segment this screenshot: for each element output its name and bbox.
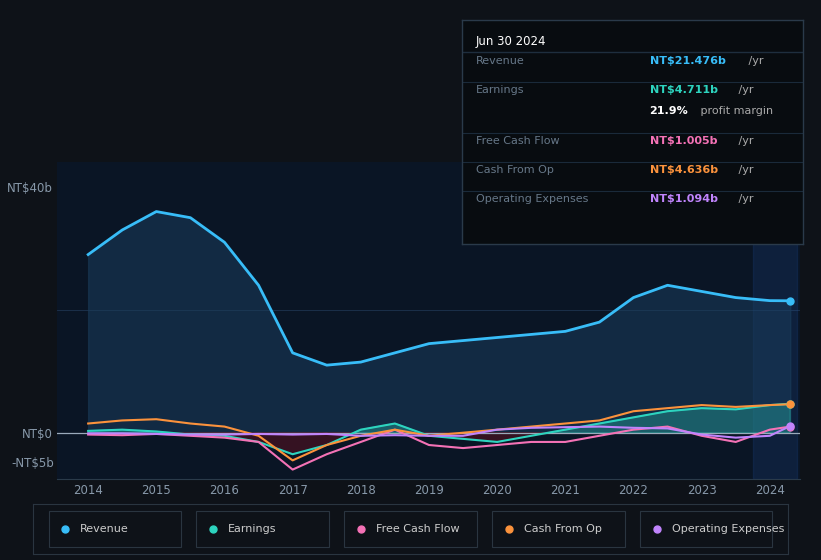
Text: /yr: /yr <box>736 165 754 175</box>
Text: profit margin: profit margin <box>697 106 773 116</box>
Text: Free Cash Flow: Free Cash Flow <box>376 524 460 534</box>
Text: NT$1.094b: NT$1.094b <box>649 194 718 204</box>
Text: Free Cash Flow: Free Cash Flow <box>476 136 559 146</box>
Text: /yr: /yr <box>745 56 764 66</box>
Text: /yr: /yr <box>736 85 754 95</box>
Text: Operating Expenses: Operating Expenses <box>672 524 784 534</box>
Text: NT$1.005b: NT$1.005b <box>649 136 717 146</box>
Text: Cash From Op: Cash From Op <box>476 165 553 175</box>
Text: Jun 30 2024: Jun 30 2024 <box>476 35 546 48</box>
Text: 21.9%: 21.9% <box>649 106 688 116</box>
Text: Revenue: Revenue <box>476 56 525 66</box>
Text: /yr: /yr <box>736 194 754 204</box>
Text: Earnings: Earnings <box>228 524 277 534</box>
Text: Earnings: Earnings <box>476 85 525 95</box>
Bar <box>753 162 797 479</box>
Text: Operating Expenses: Operating Expenses <box>476 194 588 204</box>
Text: /yr: /yr <box>736 136 754 146</box>
Text: -NT$5b: -NT$5b <box>11 457 53 470</box>
Text: Revenue: Revenue <box>80 524 129 534</box>
Text: NT$21.476b: NT$21.476b <box>649 56 726 66</box>
Text: NT$4.711b: NT$4.711b <box>649 85 718 95</box>
Text: NT$4.636b: NT$4.636b <box>649 165 718 175</box>
Text: Cash From Op: Cash From Op <box>524 524 602 534</box>
